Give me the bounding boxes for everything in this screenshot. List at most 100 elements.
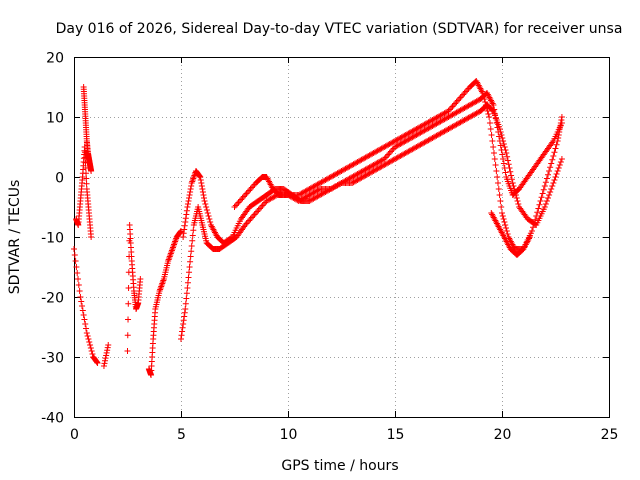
data-point xyxy=(531,220,538,227)
data-point xyxy=(480,93,487,99)
data-point xyxy=(236,198,243,204)
data-point xyxy=(202,201,209,207)
data-point xyxy=(485,111,492,117)
data-point xyxy=(479,90,486,96)
data-point xyxy=(242,192,249,198)
data-point xyxy=(71,252,78,258)
data-point xyxy=(188,243,195,249)
data-point xyxy=(83,175,90,182)
y-tick-label: -40 xyxy=(41,411,64,427)
data-point xyxy=(88,234,95,240)
series-track-10 xyxy=(488,210,533,258)
data-point xyxy=(545,171,552,178)
data-point xyxy=(541,183,548,189)
data-point xyxy=(183,211,190,218)
data-point xyxy=(547,164,554,171)
data-point xyxy=(385,151,392,158)
data-point xyxy=(482,99,489,105)
y-tick-label: 10 xyxy=(46,111,64,127)
data-point xyxy=(481,96,488,102)
data-point xyxy=(94,359,101,366)
data-point xyxy=(80,312,87,318)
data-point xyxy=(533,213,540,219)
data-point xyxy=(457,94,464,101)
data-point xyxy=(83,170,90,177)
data-point xyxy=(486,114,493,120)
data-point xyxy=(183,207,190,214)
data-point xyxy=(137,276,144,282)
data-point xyxy=(180,234,187,240)
data-point xyxy=(244,189,251,195)
data-point xyxy=(77,294,84,300)
data-point xyxy=(498,204,505,210)
data-point xyxy=(498,147,505,153)
data-point xyxy=(125,316,132,323)
data-point xyxy=(315,186,322,193)
x-tick-label: 10 xyxy=(280,427,298,443)
data-point xyxy=(238,196,245,203)
series-track-9 xyxy=(231,78,565,252)
data-point xyxy=(186,195,193,201)
data-point xyxy=(239,195,246,201)
data-point xyxy=(484,108,491,114)
data-point xyxy=(558,117,565,123)
data-point xyxy=(500,141,507,147)
data-point xyxy=(100,363,107,369)
data-point xyxy=(450,102,457,108)
data-point xyxy=(88,168,95,174)
data-point xyxy=(178,332,185,339)
data-point xyxy=(461,90,468,96)
data-point xyxy=(492,162,499,168)
data-point xyxy=(486,120,493,126)
data-point xyxy=(182,300,189,307)
data-point xyxy=(449,103,456,110)
x-tick-label: 0 xyxy=(70,427,79,443)
data-point xyxy=(546,192,553,198)
data-point xyxy=(124,348,131,354)
data-point xyxy=(199,186,206,192)
data-point xyxy=(197,177,204,183)
data-point xyxy=(383,153,390,159)
series-track-1 xyxy=(71,246,101,366)
data-point xyxy=(207,219,214,225)
data-point xyxy=(189,232,196,239)
data-point xyxy=(197,174,204,180)
data-point xyxy=(88,348,95,354)
data-point xyxy=(552,145,559,152)
data-point xyxy=(204,210,211,216)
chart-title: Day 016 of 2026, Sidereal Day-to-day VTE… xyxy=(56,21,623,37)
data-point xyxy=(389,147,396,153)
data-point xyxy=(203,204,210,210)
data-point xyxy=(536,201,543,208)
data-point xyxy=(182,215,189,222)
data-point xyxy=(387,148,394,155)
data-point xyxy=(554,168,561,174)
axis-ticks: 0 5 10 15 20 25 -40 -30 -20 -10 0 10 20 xyxy=(41,51,618,444)
data-point xyxy=(500,160,507,167)
data-points xyxy=(71,78,565,378)
data-point xyxy=(260,201,267,207)
data-point xyxy=(258,204,265,210)
data-point xyxy=(244,219,251,225)
data-point xyxy=(75,276,82,282)
data-point xyxy=(541,204,548,210)
data-point xyxy=(198,183,205,189)
series-track-5 xyxy=(124,222,144,354)
y-tick-label: -10 xyxy=(41,231,64,247)
data-point xyxy=(179,324,186,331)
data-point xyxy=(502,222,509,228)
data-point xyxy=(103,349,110,356)
data-point xyxy=(492,111,499,117)
data-point xyxy=(496,192,503,198)
data-point xyxy=(180,317,187,324)
data-point xyxy=(489,138,496,144)
data-point xyxy=(125,300,132,307)
data-point xyxy=(178,336,184,342)
data-point xyxy=(206,216,213,222)
data-point xyxy=(186,192,193,198)
data-point xyxy=(503,225,510,231)
data-point xyxy=(78,298,85,305)
data-point xyxy=(184,279,191,286)
data-point xyxy=(456,96,463,102)
data-point xyxy=(182,306,189,312)
